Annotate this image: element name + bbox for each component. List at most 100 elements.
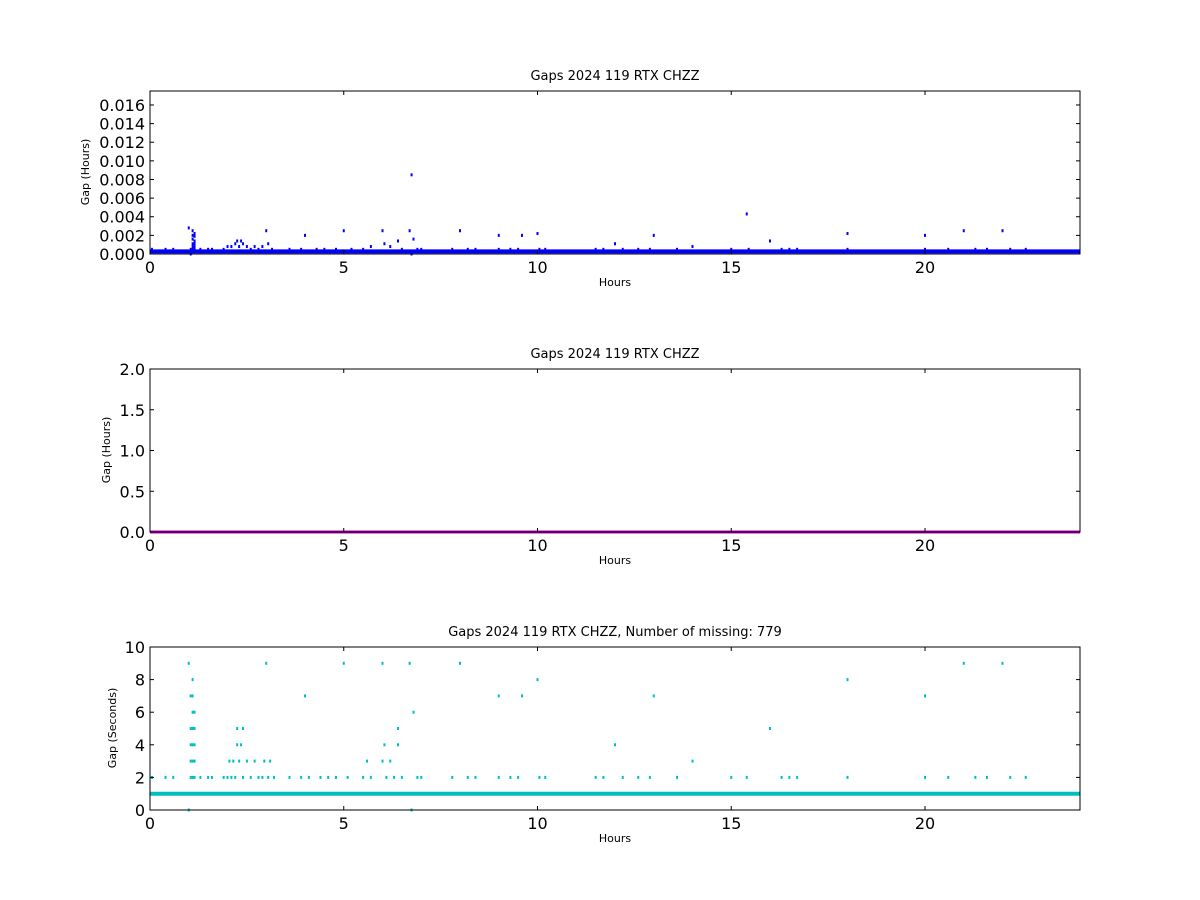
data-point — [652, 694, 655, 698]
y-tick-label: 0 — [135, 801, 145, 820]
data-point — [300, 775, 303, 779]
x-tick-label: 0 — [145, 536, 155, 555]
data-point — [193, 727, 196, 730]
data-point — [381, 759, 384, 763]
data-point — [193, 234, 196, 238]
data-point — [397, 239, 399, 243]
data-point — [362, 775, 365, 779]
data-point — [544, 775, 547, 779]
data-point — [273, 775, 275, 779]
data-point — [416, 775, 419, 779]
data-point — [924, 775, 926, 779]
data-point — [691, 245, 694, 249]
y-axis-label: Gap (Seconds) — [106, 688, 119, 769]
data-point — [193, 242, 196, 246]
data-point — [253, 245, 256, 249]
data-point — [1009, 775, 1012, 779]
data-point — [366, 759, 368, 763]
data-point — [846, 678, 849, 682]
x-tick-label: 20 — [915, 814, 935, 833]
data-point — [924, 694, 926, 698]
data-point — [261, 775, 264, 779]
data-point — [397, 727, 399, 730]
data-point — [335, 247, 337, 251]
x-tick-label: 20 — [915, 536, 935, 555]
data-point — [385, 775, 388, 779]
data-point — [191, 775, 194, 779]
data-point — [193, 245, 196, 249]
data-point — [594, 247, 597, 251]
data-point — [412, 710, 415, 714]
data-point — [257, 247, 260, 251]
x-tick-label: 0 — [145, 258, 155, 277]
x-axis-label: Hours — [599, 276, 631, 289]
data-point — [265, 229, 268, 233]
data-point — [236, 743, 239, 747]
y-tick-label: 0.000 — [99, 245, 145, 264]
data-point — [986, 247, 988, 251]
data-point — [193, 743, 196, 747]
data-point — [191, 233, 194, 237]
data-point — [517, 775, 520, 779]
data-point — [521, 233, 523, 237]
y-tick-label: 2 — [135, 768, 145, 787]
data-point — [193, 710, 196, 714]
data-point — [191, 245, 194, 249]
data-point — [240, 743, 243, 747]
data-point — [263, 759, 266, 763]
data-point — [676, 247, 678, 251]
data-point — [369, 245, 372, 249]
data-point — [257, 775, 260, 779]
data-point — [189, 694, 192, 698]
data-point — [193, 759, 196, 763]
data-point — [304, 233, 306, 237]
x-tick-label: 0 — [145, 814, 155, 833]
data-point — [780, 775, 783, 779]
x-tick-label: 15 — [721, 258, 741, 277]
data-point — [369, 775, 372, 779]
data-point — [242, 727, 244, 730]
data-point — [648, 247, 651, 251]
data-point — [191, 242, 194, 246]
data-point — [420, 247, 423, 251]
data-point — [234, 242, 237, 246]
data-point — [451, 247, 454, 251]
data-point — [226, 245, 229, 249]
data-point — [230, 245, 233, 249]
y-tick-label: 0.0 — [120, 523, 145, 542]
data-point — [730, 775, 733, 779]
data-point — [191, 759, 194, 763]
data-point — [788, 247, 791, 251]
data-point — [187, 226, 190, 230]
data-point — [780, 247, 783, 251]
data-point — [236, 239, 239, 243]
data-point — [238, 759, 241, 763]
data-point — [242, 775, 244, 779]
data-point — [228, 759, 231, 763]
data-point — [193, 232, 196, 236]
y-axis-label: Gap (Hours) — [100, 417, 113, 484]
data-point — [621, 247, 624, 251]
data-point — [269, 759, 272, 763]
data-point — [466, 775, 469, 779]
data-point — [466, 247, 469, 251]
data-point — [172, 775, 175, 779]
data-point — [288, 247, 291, 251]
y-tick-label: 6 — [135, 703, 145, 722]
data-point — [459, 661, 461, 665]
data-point — [947, 775, 950, 779]
data-point — [232, 759, 235, 763]
data-point — [267, 775, 270, 779]
data-point — [335, 775, 337, 779]
data-point — [323, 247, 326, 251]
data-point — [193, 239, 196, 243]
data-point — [397, 743, 399, 747]
panel-gap-hours-top: Gaps 2024 119 RTX CHZZ Hours Gap (Hours)… — [79, 69, 1081, 289]
data-point — [474, 775, 477, 779]
data-point — [261, 245, 264, 249]
y-tick-label: 0.006 — [99, 189, 145, 208]
data-point — [191, 694, 194, 698]
data-point — [602, 247, 605, 251]
data-point — [974, 775, 977, 779]
